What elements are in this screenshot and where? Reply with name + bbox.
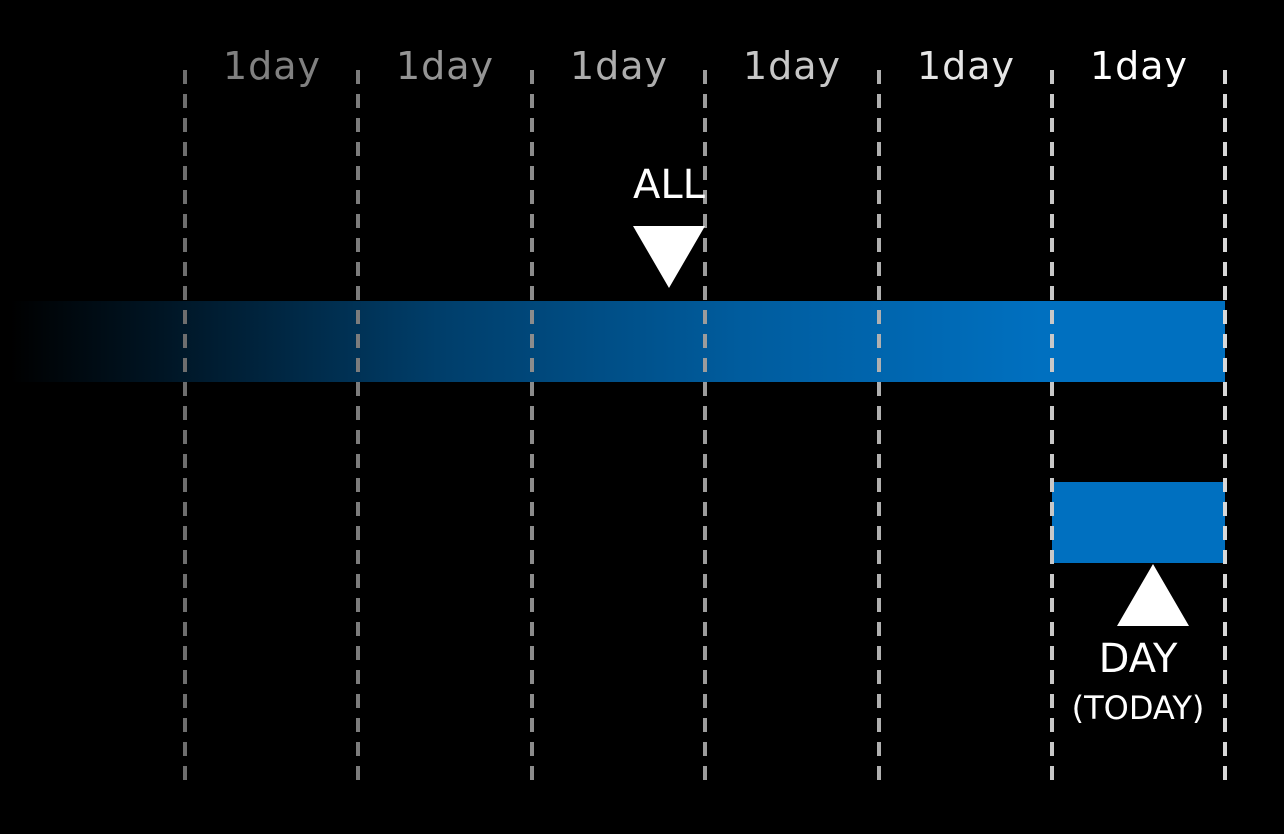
all-marker-triangle-icon	[633, 226, 705, 288]
day-label: 1day	[916, 44, 1016, 88]
all-marker-label: ALL	[633, 162, 705, 208]
day-label: 1day	[742, 44, 842, 88]
all-range-bar	[10, 301, 1225, 382]
day-marker-triangle-icon	[1117, 564, 1189, 626]
day-dividers	[183, 70, 1227, 790]
day-label: 1day	[569, 44, 669, 88]
day-label: 1day	[222, 44, 322, 88]
day-label: 1day	[395, 44, 495, 88]
day-marker-label: DAY	[1098, 636, 1178, 682]
day-range-bar	[1052, 482, 1225, 563]
day-label: 1day	[1089, 44, 1189, 88]
day-marker-sublabel: (TODAY)	[1071, 689, 1205, 727]
